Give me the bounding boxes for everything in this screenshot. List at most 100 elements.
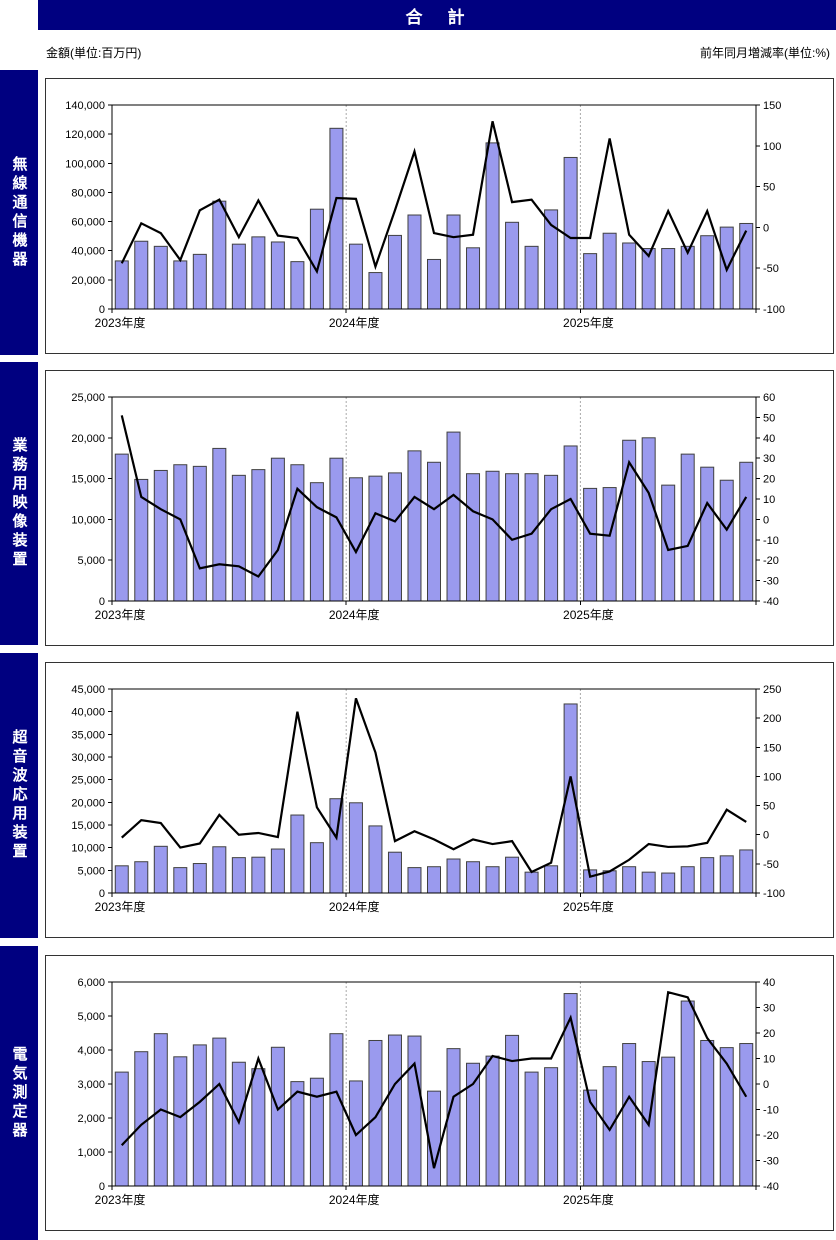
left-axis-tick-label: 10,000 bbox=[71, 843, 105, 855]
bar bbox=[661, 1056, 676, 1187]
bar bbox=[290, 464, 305, 602]
bar bbox=[544, 1067, 559, 1187]
bar bbox=[231, 857, 246, 894]
bar bbox=[387, 234, 402, 310]
right-axis-tick-label: -50 bbox=[763, 263, 779, 275]
bar bbox=[251, 856, 266, 894]
bar bbox=[739, 461, 754, 602]
right-axis-tick-label: -30 bbox=[763, 1156, 779, 1168]
x-axis-year-label: 2024年度 bbox=[329, 899, 380, 914]
rate-unit-label: 前年同月増減率(単位:%) bbox=[700, 46, 830, 60]
page-title-bar: 合 計 bbox=[38, 0, 836, 30]
bar bbox=[661, 872, 676, 894]
left-axis-tick-label: 5,000 bbox=[77, 865, 105, 877]
right-axis-tick-label: -40 bbox=[763, 1181, 779, 1193]
right-axis-tick-label: -20 bbox=[763, 555, 779, 567]
right-axis-tick-label: 0 bbox=[763, 830, 769, 842]
sidebar-label-text: 超音波応用装置 bbox=[10, 729, 28, 862]
right-axis-tick-label: -20 bbox=[763, 1130, 779, 1142]
bar bbox=[134, 1051, 149, 1187]
bar bbox=[485, 1055, 500, 1187]
bar bbox=[680, 1000, 695, 1187]
right-axis-tick-label: 20 bbox=[763, 474, 775, 486]
bar bbox=[505, 1034, 520, 1187]
x-axis-year-label: 2023年度 bbox=[95, 1192, 146, 1207]
bar bbox=[700, 1039, 715, 1187]
x-axis-year-label: 2024年度 bbox=[329, 315, 380, 330]
right-axis-tick-label: 0 bbox=[763, 1079, 769, 1091]
page-title: 合 計 bbox=[405, 7, 469, 27]
bar bbox=[700, 235, 715, 310]
bar bbox=[563, 156, 578, 310]
x-axis-year-label: 2024年度 bbox=[329, 1192, 380, 1207]
bar bbox=[524, 871, 539, 894]
right-axis-tick-label: 150 bbox=[763, 100, 781, 112]
x-axis-year-label: 2025年度 bbox=[563, 1192, 614, 1207]
bar bbox=[563, 445, 578, 602]
right-axis-tick-label: 100 bbox=[763, 771, 781, 783]
right-axis-tick-label: 30 bbox=[763, 1003, 775, 1015]
trend-line bbox=[120, 121, 748, 275]
chart-wireless-comm: 0 20,000 40,000 60,000 80,000 100,000 120,000 1… bbox=[65, 100, 785, 330]
left-axis-tick-label: 20,000 bbox=[71, 433, 105, 445]
right-axis-tick-label: 30 bbox=[763, 453, 775, 465]
bar bbox=[134, 240, 149, 310]
right-axis-tick-label: -40 bbox=[763, 596, 779, 608]
right-axis-tick-label: 40 bbox=[763, 977, 775, 989]
amount-unit-label: 金額(単位:百万円) bbox=[46, 46, 142, 60]
right-axis-tick-label: 50 bbox=[763, 801, 775, 813]
right-axis-tick-label: -100 bbox=[763, 304, 785, 316]
bar bbox=[524, 473, 539, 602]
right-axis-tick-label: -10 bbox=[763, 1105, 779, 1117]
x-axis-year-label: 2025年度 bbox=[563, 315, 614, 330]
left-axis-tick-label: 60,000 bbox=[71, 217, 105, 229]
bar bbox=[544, 474, 559, 602]
bar bbox=[622, 1043, 637, 1187]
trend-line bbox=[120, 990, 748, 1169]
sidebar-label-ultrasonic: 超音波応用装置 bbox=[0, 653, 38, 938]
bar bbox=[466, 861, 481, 894]
bar bbox=[251, 236, 266, 310]
bar bbox=[739, 1043, 754, 1187]
bar bbox=[270, 1046, 285, 1187]
left-axis-tick-label: 45,000 bbox=[71, 684, 105, 696]
bar bbox=[466, 247, 481, 310]
bar bbox=[661, 484, 676, 602]
bar bbox=[134, 861, 149, 894]
x-axis-year-label: 2025年度 bbox=[563, 899, 614, 914]
left-axis-tick-label: 20,000 bbox=[71, 797, 105, 809]
chart-panel-ultrasonic: 0 5,000 10,000 15,000 20,000 25,000 30,000 35,0… bbox=[45, 662, 834, 938]
right-axis-tick-label: 0 bbox=[763, 222, 769, 234]
sidebar-label-text: 無線通信機器 bbox=[10, 155, 28, 270]
bar bbox=[622, 866, 637, 894]
bar bbox=[680, 245, 695, 310]
bar bbox=[700, 857, 715, 894]
chart-electric-measure: 0 1,000 2,000 3,000 4,000 5,000 6,000 -40 -30 -20… bbox=[77, 977, 779, 1207]
bar bbox=[153, 245, 168, 310]
left-axis-tick-label: 2,000 bbox=[77, 1113, 105, 1125]
left-axis-tick-label: 25,000 bbox=[71, 392, 105, 404]
bar bbox=[427, 866, 441, 894]
bar bbox=[583, 253, 598, 310]
sidebar-label-pro-video: 業務用映像装置 bbox=[0, 362, 38, 645]
bar bbox=[153, 845, 168, 894]
right-axis-tick-label: -10 bbox=[763, 535, 779, 547]
bar bbox=[505, 221, 520, 310]
right-axis-tick-label: 20 bbox=[763, 1028, 775, 1040]
right-axis-tick-label: 250 bbox=[763, 684, 781, 696]
bar bbox=[680, 866, 695, 894]
bar bbox=[309, 842, 324, 894]
bar bbox=[348, 243, 363, 310]
bar bbox=[641, 248, 656, 310]
bar bbox=[446, 431, 461, 602]
bar bbox=[309, 482, 324, 602]
left-axis-tick-label: 3,000 bbox=[77, 1079, 105, 1091]
bar bbox=[622, 242, 637, 310]
sidebar-label-text: 業務用映像装置 bbox=[10, 437, 28, 570]
bar bbox=[485, 142, 500, 310]
bar bbox=[192, 863, 207, 894]
left-axis-tick-label: 120,000 bbox=[65, 129, 105, 141]
left-axis-tick-label: 10,000 bbox=[71, 514, 105, 526]
right-axis-tick-label: 10 bbox=[763, 1054, 775, 1066]
right-axis-tick-label: -100 bbox=[763, 888, 785, 900]
